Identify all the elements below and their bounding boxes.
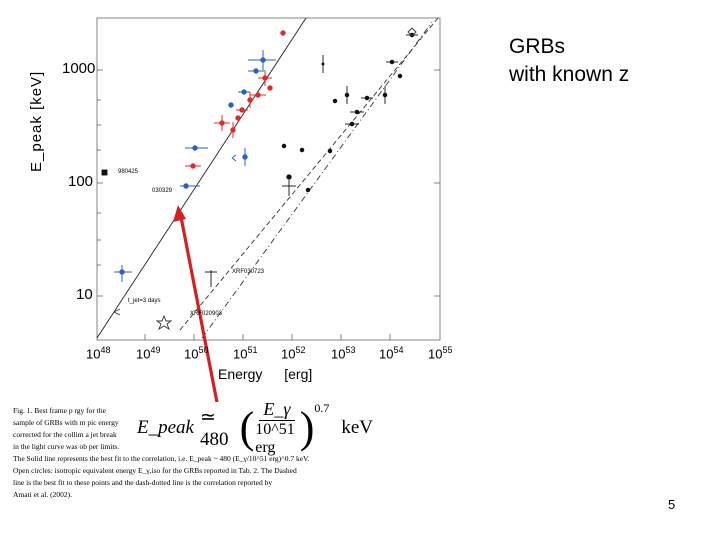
annotation-030329: 030329 xyxy=(152,188,173,194)
caption-line: Fig. 1. Best frame p rgy for the xyxy=(13,406,106,415)
x-tick-52: 1052 xyxy=(281,345,306,362)
x-tick-49: 1049 xyxy=(136,345,161,362)
right-paren: ) xyxy=(299,403,315,452)
annotation-tjet: t_jet=3 days xyxy=(128,298,161,304)
red-points xyxy=(185,30,286,169)
x-tick-53: 1053 xyxy=(331,345,356,362)
formula-approx: ≃ 480 xyxy=(199,406,229,450)
plot-frame xyxy=(96,17,441,341)
x-tick-51: 1051 xyxy=(233,345,258,362)
x-ticks xyxy=(144,334,391,340)
y-tick-10: 10 xyxy=(76,286,93,303)
data-point xyxy=(280,30,286,36)
caption-line: Amati et al. (2002). xyxy=(13,490,72,499)
data-point xyxy=(397,73,403,79)
blue-points xyxy=(114,50,276,282)
y-minor-ticks xyxy=(97,69,440,297)
y-axis-label: E_peak [keV] xyxy=(28,70,45,172)
formula-unit: keV xyxy=(341,417,373,438)
slide-title: GRBs with known z xyxy=(509,33,629,89)
caption-line: line is the best fit to these points and… xyxy=(13,478,273,487)
figure-caption: Fig. 1. Best frame p rgy for the sample … xyxy=(13,405,433,501)
y-tick-100: 100 xyxy=(68,173,94,190)
y-tick-1000: 1000 xyxy=(62,60,96,77)
solid-fit-line xyxy=(96,17,307,339)
data-point xyxy=(228,102,234,108)
dashed-fit-line xyxy=(179,17,439,331)
formula-numerator: E_γ xyxy=(259,399,295,421)
data-point xyxy=(305,187,311,193)
data-point xyxy=(267,85,273,91)
annotation-xrf030723: XRF030723 xyxy=(232,269,265,275)
open-star xyxy=(155,314,173,331)
page-number: 5 xyxy=(668,497,676,512)
slide-title-line2: with known z xyxy=(509,63,630,86)
x-tick-50: 1050 xyxy=(184,345,209,362)
formula-lhs: E_peak xyxy=(137,417,194,438)
x-tick-55: 1055 xyxy=(428,345,453,362)
caption-line: The Solid line represents the best fit t… xyxy=(13,454,310,463)
black-points xyxy=(101,32,418,287)
left-paren: ( xyxy=(239,403,255,452)
open-symbols xyxy=(113,27,417,331)
data-point xyxy=(327,148,333,154)
x-tick-48: 1048 xyxy=(86,345,111,362)
formula-fraction: E_γ 10^51 erg xyxy=(255,399,298,457)
caption-line: Open circles: isotropic equivalent energ… xyxy=(13,466,297,475)
red-arrow xyxy=(173,205,223,424)
data-point xyxy=(235,115,241,121)
slide-title-line1: GRBs xyxy=(509,35,566,58)
annotation-980425: 980425 xyxy=(118,169,139,175)
data-point xyxy=(281,143,287,149)
caption-line: in the light curve was ob per limits. xyxy=(13,442,120,451)
formula-exponent: 0.7 xyxy=(314,400,330,415)
data-point xyxy=(101,169,108,176)
caption-line: corrected for the collim a jet break xyxy=(13,430,117,439)
data-point xyxy=(286,174,292,180)
x-axis-label: Energy [erg] xyxy=(218,366,313,382)
data-point xyxy=(299,147,305,153)
caption-line: sample of GRBs with m pic energy xyxy=(13,418,119,427)
ghirlanda-formula: E_peak ≃ 480 ( E_γ 10^51 erg ) 0.7 keV xyxy=(137,399,373,457)
formula-denominator: 10^51 erg xyxy=(255,421,295,456)
dashdot-fit-line xyxy=(201,21,433,339)
data-point xyxy=(332,98,338,104)
x-tick-54: 1054 xyxy=(379,345,404,362)
annotation-xrf020903: XRF020903 xyxy=(190,311,223,317)
